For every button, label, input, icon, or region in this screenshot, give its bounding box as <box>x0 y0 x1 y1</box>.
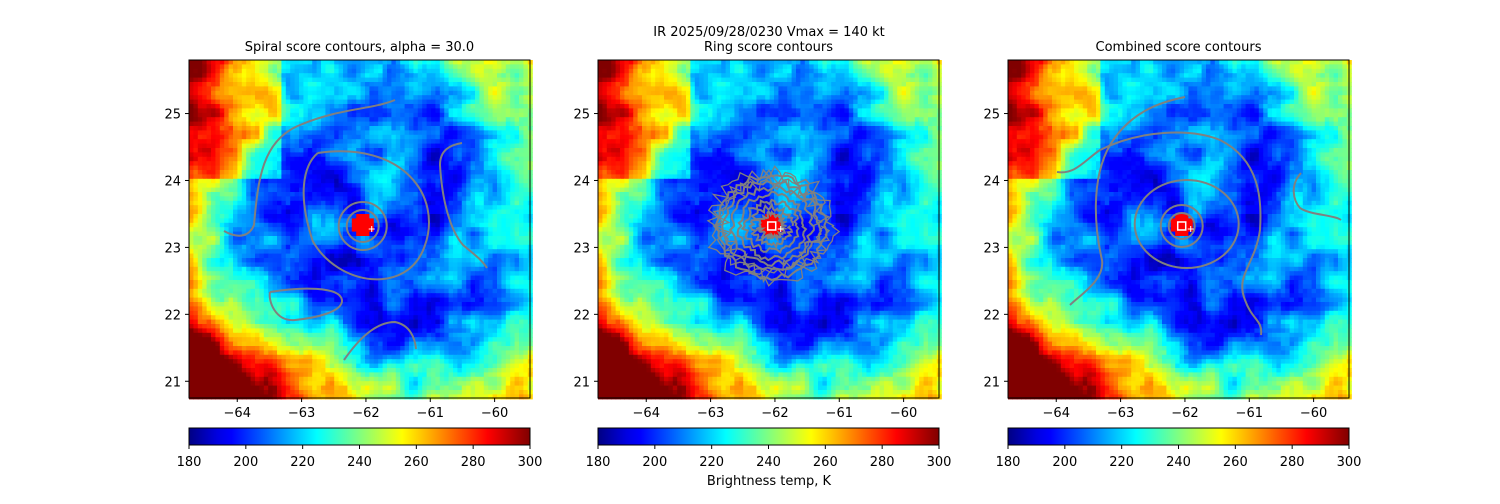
center-marker <box>766 221 777 231</box>
panel-title: Combined score contours <box>1096 40 1262 55</box>
colorbar-tick-label: 260 <box>1223 455 1248 470</box>
y-tick-label: 23 <box>573 241 590 256</box>
y-tick-label: 21 <box>573 375 590 390</box>
colorbar-tick-label: 220 <box>699 455 724 470</box>
brightness-heatmap <box>189 60 533 400</box>
colorbar-tick-label: 260 <box>404 455 429 470</box>
colorbar: 180 200 220 240 260 280 300 <box>586 427 952 470</box>
panel-1: Spiral score contours, alpha = 30.0 −64 −6… <box>164 40 542 470</box>
x-tick-label: −62 <box>761 406 788 421</box>
y-tick-label: 22 <box>983 308 1000 323</box>
colorbar-tick-label: 220 <box>290 455 315 470</box>
y-tick-label: 25 <box>164 108 181 123</box>
x-tick-label: −60 <box>481 406 508 421</box>
colorbar-tick-label: 220 <box>1109 455 1134 470</box>
y-tick-label: 22 <box>164 308 181 323</box>
colorbar-tick-label: 180 <box>996 455 1021 470</box>
y-tick-label: 21 <box>983 375 1000 390</box>
panel-title: Ring score contours <box>704 40 833 55</box>
axes-frame <box>1007 59 1350 399</box>
x-tick-label: −63 <box>697 406 724 421</box>
colorbar: 180 200 220 240 260 280 300 <box>996 427 1362 470</box>
x-tick-label: −62 <box>352 406 379 421</box>
figure-suptitle: IR 2025/09/28/0230 Vmax = 140 kt <box>653 25 884 40</box>
axes-frame <box>188 59 531 399</box>
y-tick-label: 24 <box>573 174 590 189</box>
x-tick-label: −61 <box>1236 406 1263 421</box>
y-tick-label: 24 <box>164 174 181 189</box>
panel-title: Spiral score contours, alpha = 30.0 <box>245 40 474 55</box>
panel-2: Ring score contours −64 −63 −62 −61 −60 21 22 23… <box>573 40 951 470</box>
x-tick-label: −61 <box>826 406 853 421</box>
center-marker <box>1176 221 1187 231</box>
x-tick-label: −61 <box>417 406 444 421</box>
colorbar-tick-label: 300 <box>1337 455 1362 470</box>
y-tick-label: 21 <box>164 375 181 390</box>
x-tick-label: −64 <box>1043 406 1070 421</box>
colorbar-tick-label: 180 <box>586 455 611 470</box>
colorbar-tick-label: 260 <box>813 455 838 470</box>
colorbar-tick-label: 200 <box>1052 455 1077 470</box>
colorbar-tick-label: 280 <box>870 455 895 470</box>
score-contours <box>1056 96 1342 336</box>
panel-3: Combined score contours −64 −63 −62 −61 −60 21… <box>983 40 1361 470</box>
y-tick-label: 23 <box>164 241 181 256</box>
x-tick-label: −64 <box>633 406 660 421</box>
colorbar-tick-label: 180 <box>177 455 202 470</box>
y-tick-label: 24 <box>983 174 1000 189</box>
colorbar-label: Brightness temp, K <box>707 474 832 489</box>
x-tick-label: −63 <box>1107 406 1134 421</box>
y-tick-label: 23 <box>983 241 1000 256</box>
y-tick-label: 25 <box>573 108 590 123</box>
colorbar-tick-label: 200 <box>642 455 667 470</box>
score-contours <box>223 99 488 361</box>
colorbar-tick-label: 240 <box>347 455 372 470</box>
colorbar-tick-label: 280 <box>461 455 486 470</box>
y-tick-label: 22 <box>573 308 590 323</box>
x-tick-label: −60 <box>890 406 917 421</box>
y-tick-label: 25 <box>983 108 1000 123</box>
colorbar-tick-label: 300 <box>927 455 952 470</box>
x-tick-label: −62 <box>1171 406 1198 421</box>
colorbar-tick-label: 240 <box>1166 455 1191 470</box>
axes-frame <box>597 59 940 399</box>
colorbar-tick-label: 240 <box>756 455 781 470</box>
score-contours <box>706 165 841 287</box>
colorbar: 180 200 220 240 260 280 300 <box>177 427 543 470</box>
colorbar-tick-label: 300 <box>518 455 543 470</box>
x-tick-label: −63 <box>288 406 315 421</box>
x-tick-label: −60 <box>1300 406 1327 421</box>
x-tick-label: −64 <box>224 406 251 421</box>
colorbar-tick-label: 200 <box>233 455 258 470</box>
colorbar-tick-label: 280 <box>1280 455 1305 470</box>
